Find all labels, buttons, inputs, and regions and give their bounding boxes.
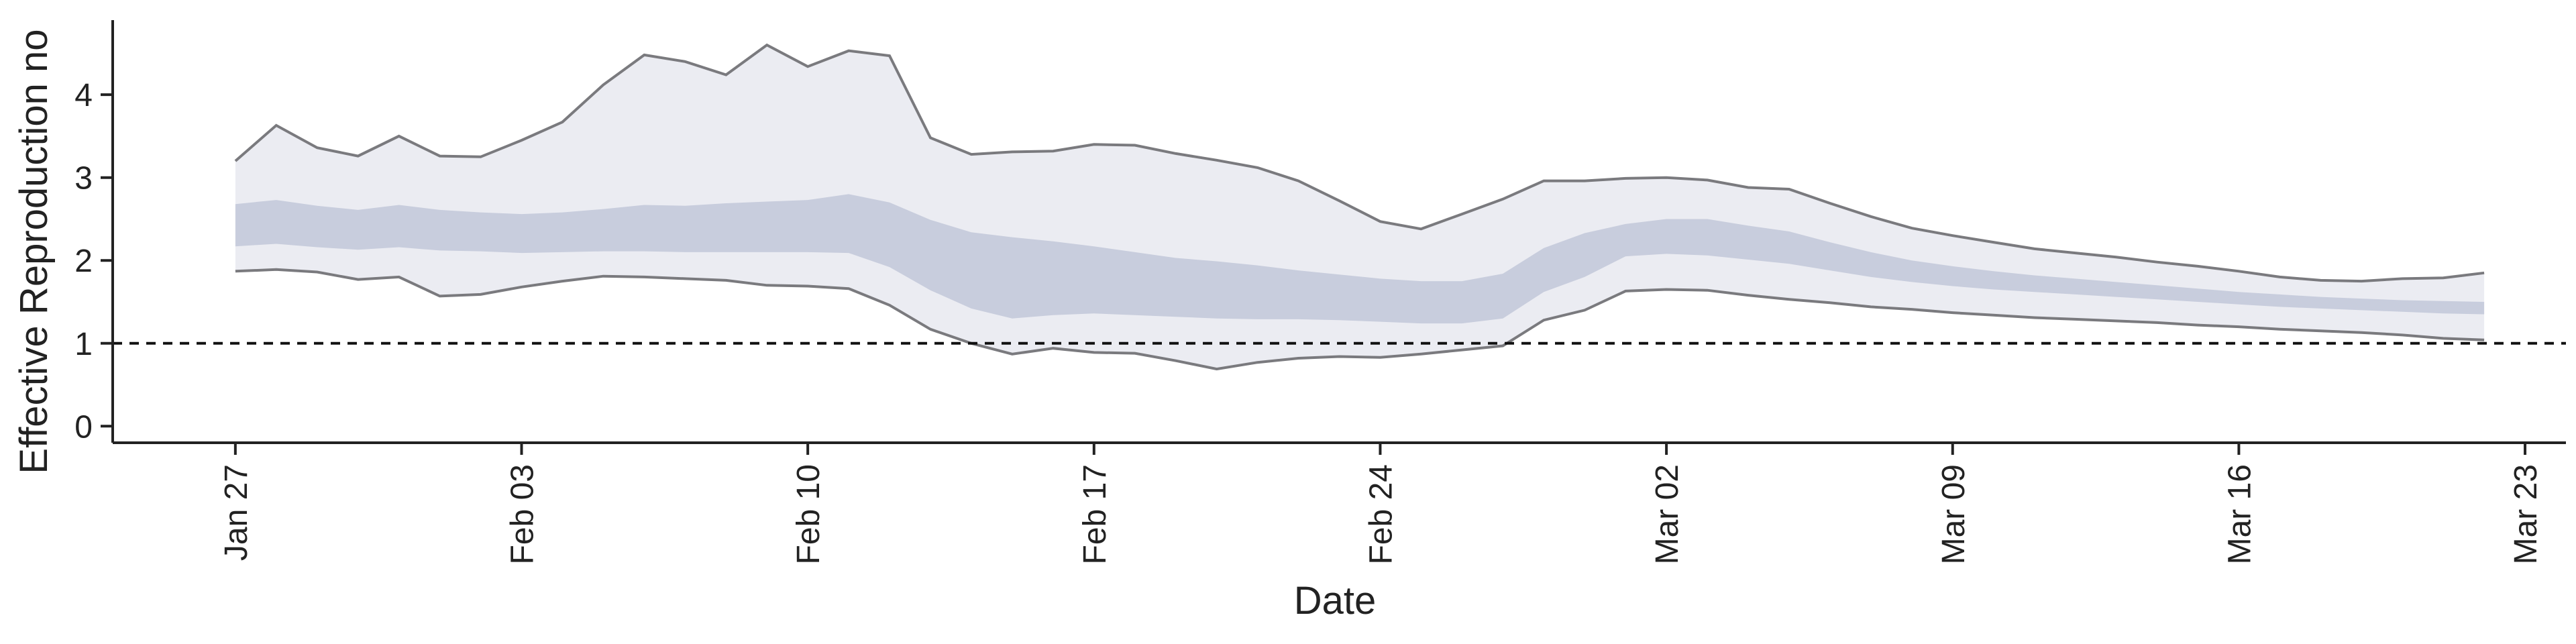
credible-interval-bands xyxy=(235,45,2485,370)
y-axis-title: Effective Reproduction no xyxy=(12,29,56,474)
y-tick-label: 0 xyxy=(74,409,93,445)
outer-band xyxy=(235,45,2485,370)
x-tick-label: Mar 23 xyxy=(2508,464,2544,564)
x-tick-label: Mar 02 xyxy=(1650,464,1685,564)
y-axis-ticks: 0 1 2 3 4 xyxy=(74,78,113,445)
x-tick-label: Mar 16 xyxy=(2222,464,2257,564)
x-tick-label: Jan 27 xyxy=(219,464,254,561)
outer-bound-lines xyxy=(234,43,2485,371)
x-axis-title: Date xyxy=(1294,579,1377,623)
y-tick-label: 4 xyxy=(74,78,93,113)
inner-band xyxy=(235,194,2485,324)
x-tick-label: Mar 09 xyxy=(1936,464,1972,564)
y-tick-label: 3 xyxy=(74,161,93,197)
x-tick-label: Feb 03 xyxy=(505,464,541,564)
outer-lower-bound-line xyxy=(235,268,2485,371)
x-tick-label: Feb 17 xyxy=(1077,464,1113,564)
x-axis-ticks: Jan 27 Feb 03 Feb 10 Feb 17 Feb 24 Mar 02 Mar … xyxy=(219,443,2544,564)
y-tick-label: 1 xyxy=(74,327,93,362)
x-tick-label: Feb 10 xyxy=(791,464,826,564)
x-tick-label: Feb 24 xyxy=(1364,464,1399,564)
outer-upper-bound-line xyxy=(234,43,2485,283)
y-tick-label: 2 xyxy=(74,244,93,279)
